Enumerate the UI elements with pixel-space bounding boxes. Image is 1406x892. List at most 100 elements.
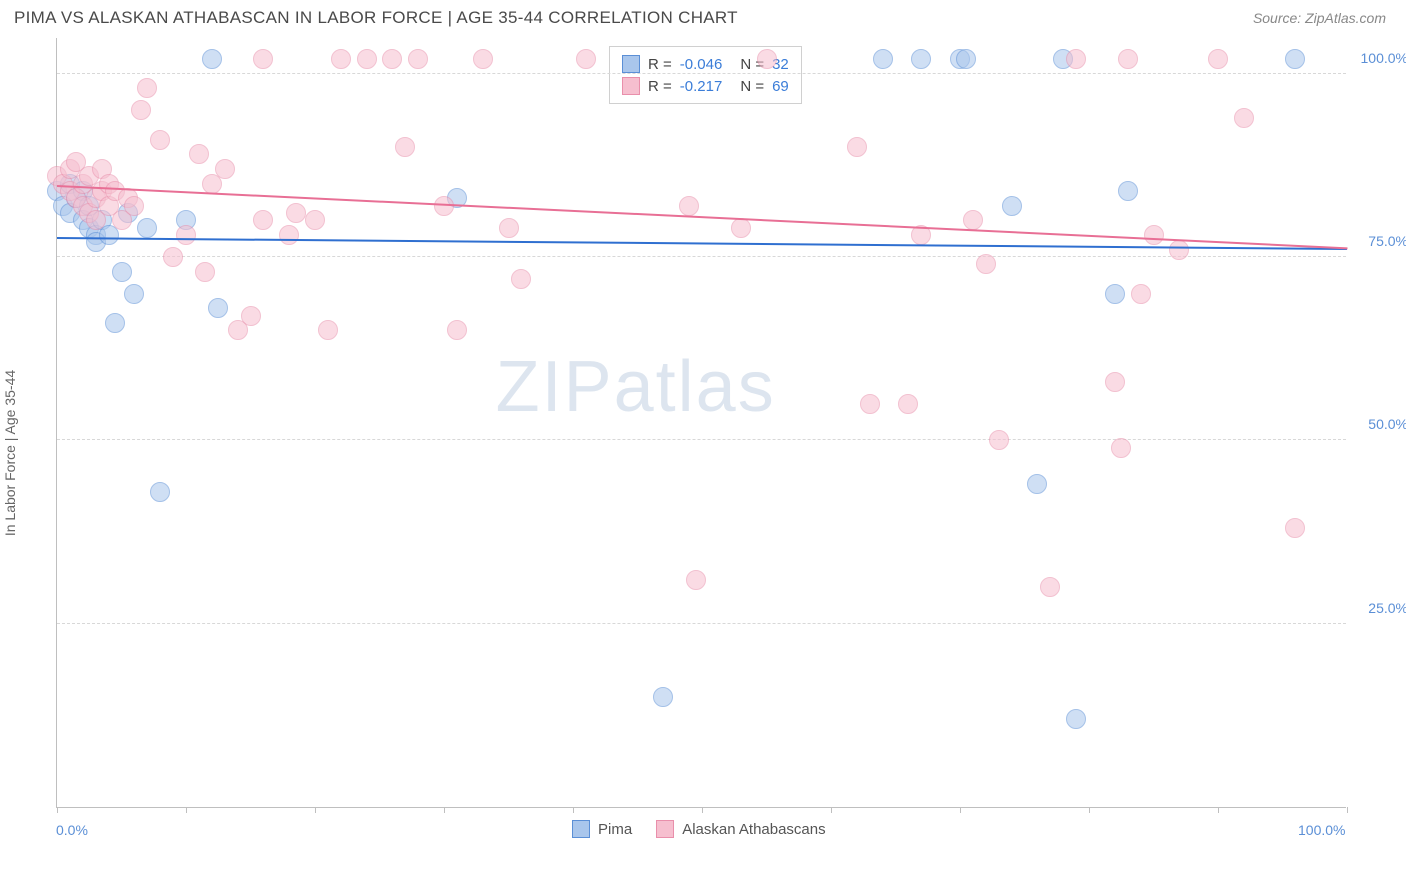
data-point: [1111, 438, 1131, 458]
x-tick: [1218, 807, 1219, 813]
legend-row: R = -0.217 N = 69: [622, 75, 789, 97]
data-point: [1002, 196, 1022, 216]
data-point: [176, 225, 196, 245]
data-point: [286, 203, 306, 223]
data-point: [757, 49, 777, 69]
data-point: [1027, 474, 1047, 494]
r-label: R =: [648, 56, 672, 73]
data-point: [1066, 49, 1086, 69]
n-value: 69: [772, 78, 789, 95]
data-point: [408, 49, 428, 69]
data-point: [195, 262, 215, 282]
x-tick: [57, 807, 58, 813]
data-point: [331, 49, 351, 69]
data-point: [679, 196, 699, 216]
legend-label: Pima: [598, 821, 632, 838]
data-point: [150, 482, 170, 502]
gridline: [57, 623, 1346, 624]
x-tick: [186, 807, 187, 813]
data-point: [112, 262, 132, 282]
data-point: [499, 218, 519, 238]
data-point: [1144, 225, 1164, 245]
chart-header: PIMA VS ALASKAN ATHABASCAN IN LABOR FORC…: [0, 0, 1406, 32]
data-point: [963, 210, 983, 230]
gridline: [57, 439, 1346, 440]
data-point: [395, 137, 415, 157]
x-axis-max-label: 100.0%: [1298, 822, 1345, 838]
legend-label: Alaskan Athabascans: [682, 821, 825, 838]
x-tick: [573, 807, 574, 813]
y-tick-label: 75.0%: [1352, 233, 1406, 249]
n-label: N =: [740, 78, 764, 95]
legend-item: Alaskan Athabascans: [656, 818, 825, 840]
data-point: [208, 298, 228, 318]
data-point: [1118, 181, 1138, 201]
data-point: [1285, 518, 1305, 538]
data-point: [473, 49, 493, 69]
r-label: R =: [648, 78, 672, 95]
x-tick: [1347, 807, 1348, 813]
data-point: [1208, 49, 1228, 69]
data-point: [653, 687, 673, 707]
chart-title: PIMA VS ALASKAN ATHABASCAN IN LABOR FORC…: [14, 8, 738, 28]
data-point: [357, 49, 377, 69]
data-point: [305, 210, 325, 230]
legend-swatch: [622, 77, 640, 95]
x-tick: [444, 807, 445, 813]
data-point: [1066, 709, 1086, 729]
data-point: [1118, 49, 1138, 69]
watermark: ZIPatlas: [496, 346, 776, 428]
data-point: [105, 313, 125, 333]
chart-area: In Labor Force | Age 35-44 ZIPatlas R =-…: [14, 38, 1406, 868]
data-point: [131, 100, 151, 120]
data-point: [137, 78, 157, 98]
y-axis-label: In Labor Force | Age 35-44: [2, 370, 18, 536]
legend-item: Pima: [572, 818, 632, 840]
data-point: [873, 49, 893, 69]
data-point: [1169, 240, 1189, 260]
data-point: [956, 49, 976, 69]
data-point: [1131, 284, 1151, 304]
data-point: [898, 394, 918, 414]
data-point: [318, 320, 338, 340]
data-point: [731, 218, 751, 238]
x-tick: [960, 807, 961, 813]
plot-region: ZIPatlas R =-0.046N =32R =-0.217N =69 25…: [56, 38, 1346, 808]
data-point: [976, 254, 996, 274]
data-point: [1285, 49, 1305, 69]
data-point: [860, 394, 880, 414]
r-value: -0.217: [680, 78, 723, 95]
data-point: [241, 306, 261, 326]
data-point: [163, 247, 183, 267]
legend-swatch: [572, 820, 590, 838]
data-point: [124, 284, 144, 304]
gridline: [57, 73, 1346, 74]
r-value: -0.046: [680, 56, 723, 73]
data-point: [686, 570, 706, 590]
data-point: [911, 49, 931, 69]
data-point: [150, 130, 170, 150]
data-point: [1040, 577, 1060, 597]
data-point: [253, 49, 273, 69]
data-point: [847, 137, 867, 157]
data-point: [215, 159, 235, 179]
data-point: [137, 218, 157, 238]
data-point: [189, 144, 209, 164]
x-tick: [702, 807, 703, 813]
data-point: [253, 210, 273, 230]
x-tick: [831, 807, 832, 813]
data-point: [1105, 284, 1125, 304]
data-point: [124, 196, 144, 216]
data-point: [447, 320, 467, 340]
x-axis-min-label: 0.0%: [56, 822, 88, 838]
legend-swatch: [622, 55, 640, 73]
data-point: [382, 49, 402, 69]
data-point: [1105, 372, 1125, 392]
data-point: [279, 225, 299, 245]
data-point: [511, 269, 531, 289]
y-tick-label: 50.0%: [1352, 416, 1406, 432]
y-tick-label: 100.0%: [1352, 50, 1406, 66]
x-tick: [315, 807, 316, 813]
x-tick: [1089, 807, 1090, 813]
data-point: [202, 49, 222, 69]
